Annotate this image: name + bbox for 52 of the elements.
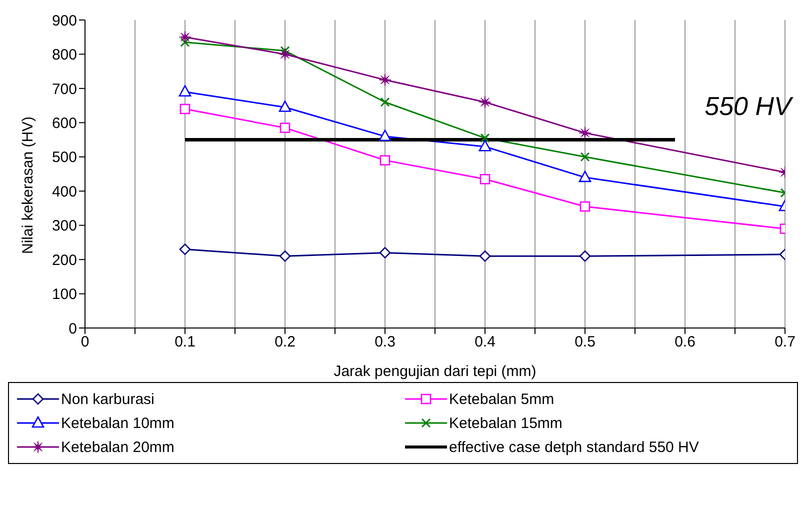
x-tick-label: 0.3 bbox=[374, 334, 396, 351]
y-tick-label: 500 bbox=[52, 149, 77, 166]
point bbox=[378, 74, 392, 86]
point bbox=[478, 96, 492, 108]
point bbox=[580, 201, 590, 212]
point bbox=[578, 170, 592, 182]
y-tick-label: 600 bbox=[52, 114, 77, 132]
point bbox=[579, 250, 591, 262]
point bbox=[580, 152, 590, 162]
point bbox=[180, 37, 190, 47]
point bbox=[480, 133, 490, 143]
point bbox=[280, 46, 290, 56]
x-tick-label: 0 bbox=[80, 334, 90, 351]
y-tick-label: 700 bbox=[52, 80, 77, 98]
y-axis-title: Nilai kekerasan (HV) bbox=[19, 116, 36, 254]
point bbox=[278, 48, 292, 60]
legend-label: effective case detph standard 550 HV bbox=[449, 438, 699, 456]
point bbox=[479, 250, 491, 262]
y-tick-label: 0 bbox=[68, 320, 77, 338]
y-tick-label: 900 bbox=[52, 12, 77, 30]
x-tick-label: 0.6 bbox=[674, 334, 696, 351]
point bbox=[379, 247, 391, 258]
point bbox=[280, 122, 290, 133]
x-axis-title: Jarak pengujian dari tepi (mm) bbox=[334, 363, 536, 380]
x-tick-label: 0.1 bbox=[174, 334, 196, 351]
y-tick-label: 400 bbox=[52, 183, 77, 200]
y-tick-label: 300 bbox=[52, 218, 77, 235]
annotation: 550 HV bbox=[704, 90, 794, 121]
point bbox=[378, 130, 392, 142]
y-tick-label: 800 bbox=[52, 46, 77, 64]
x-tick-label: 0.4 bbox=[474, 334, 496, 351]
point bbox=[380, 155, 390, 166]
x-tick-label: 0.7 bbox=[774, 334, 796, 351]
point bbox=[279, 250, 291, 262]
point bbox=[278, 100, 292, 112]
x-tick-label: 0.5 bbox=[574, 334, 596, 351]
point bbox=[380, 97, 390, 107]
y-tick-label: 100 bbox=[52, 286, 77, 304]
legend-label: Ketebalan 10mm bbox=[61, 414, 174, 432]
legend-label: Ketebalan 20mm bbox=[61, 438, 174, 456]
legend-label: Ketebalan 5mm bbox=[449, 390, 554, 408]
point bbox=[179, 244, 191, 255]
legend-label: Ketebalan 15mm bbox=[449, 414, 562, 432]
x-tick-label: 0.2 bbox=[274, 334, 296, 351]
point bbox=[178, 30, 192, 44]
point bbox=[180, 104, 190, 114]
legend-label: Non karburasi bbox=[61, 390, 154, 408]
point bbox=[578, 126, 592, 140]
point bbox=[478, 140, 492, 152]
point bbox=[178, 85, 192, 97]
point bbox=[480, 174, 490, 184]
y-tick-label: 200 bbox=[52, 252, 77, 269]
